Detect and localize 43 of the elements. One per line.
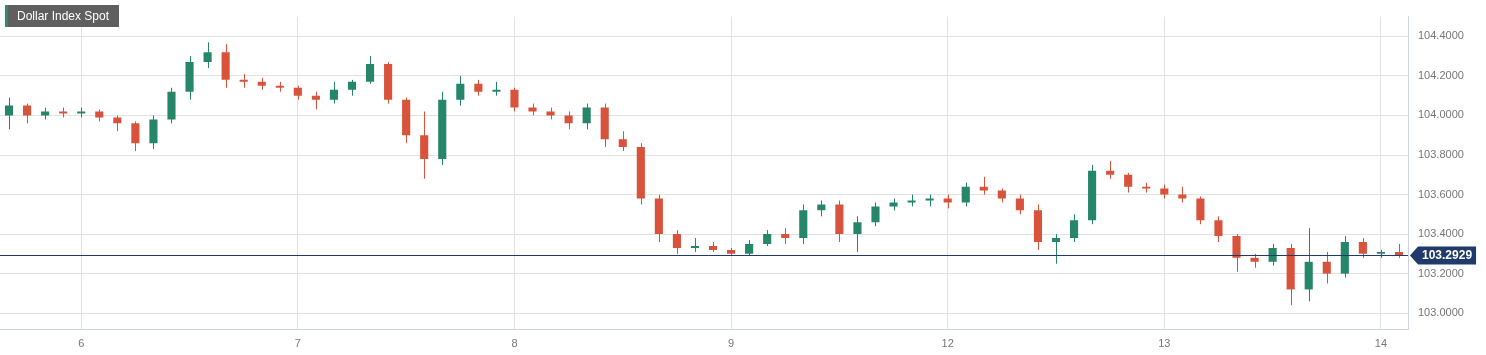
- candlestick: [1069, 213, 1079, 243]
- candlestick: [420, 111, 429, 180]
- y-tick-label: 104.4000: [1418, 29, 1464, 42]
- chart-title: Dollar Index Spot: [17, 9, 110, 23]
- candlestick: [23, 103, 32, 124]
- candlestick: [871, 201, 880, 227]
- candlestick: [1196, 196, 1205, 225]
- candlestick: [4, 97, 14, 130]
- candlestick: [1232, 233, 1241, 273]
- x-tick-label: 7: [294, 336, 301, 349]
- candlestick: [456, 75, 465, 107]
- candlestick: [1124, 172, 1133, 194]
- ref-line-label: 103.2929: [1422, 247, 1473, 262]
- candlestick: [672, 229, 681, 255]
- y-tick-label: 104.2000: [1418, 68, 1464, 81]
- x-tick-label: 13: [1158, 336, 1171, 349]
- candlestick: [1358, 237, 1367, 259]
- candlestick: [853, 215, 862, 253]
- candlestick: [510, 87, 519, 113]
- candlestick: [203, 41, 212, 69]
- x-tick-label: 14: [1374, 336, 1388, 349]
- candlestick: [131, 120, 140, 152]
- y-tick-label: 103.0000: [1418, 306, 1464, 319]
- y-tick-label: 103.2000: [1418, 266, 1464, 279]
- candlestick: [1051, 233, 1061, 265]
- x-tick-label: 8: [511, 336, 518, 349]
- y-tick-label: 103.4000: [1418, 227, 1464, 240]
- candlestick: [582, 103, 591, 130]
- y-tick-label: 103.6000: [1418, 187, 1464, 200]
- candlestick: [329, 81, 339, 105]
- y-tick-label: 103.8000: [1418, 148, 1464, 161]
- x-tick-label: 9: [728, 336, 735, 349]
- y-tick-label: 104.0000: [1418, 108, 1464, 121]
- candlestick: [618, 130, 627, 152]
- x-tick-label: 12: [941, 336, 954, 349]
- candlestick: [1214, 215, 1223, 243]
- candlestick: [1268, 243, 1277, 267]
- candlestick: [1015, 194, 1024, 215]
- candlestick: [149, 114, 158, 150]
- x-tick-label: 6: [78, 336, 85, 349]
- candlestick: [1322, 251, 1331, 285]
- candlestick: [961, 182, 970, 207]
- candlestick: [365, 55, 375, 85]
